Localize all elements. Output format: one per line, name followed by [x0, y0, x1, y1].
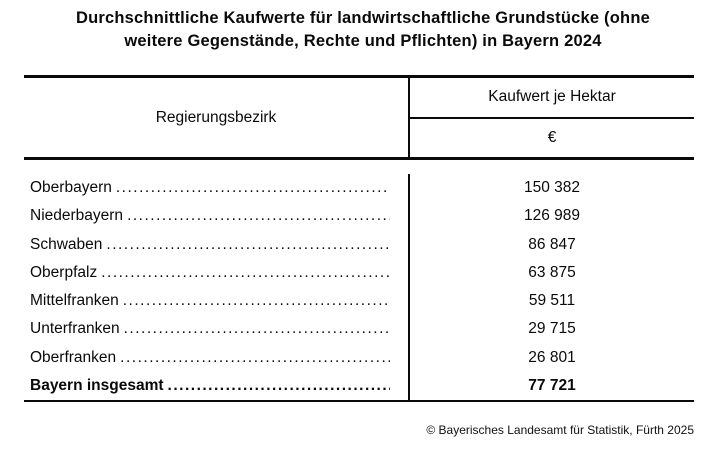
dot-leader	[123, 292, 390, 310]
row-label: Oberpfalz	[30, 263, 98, 281]
statistics-table: Regierungsbezirk Kaufwert je Hektar € Ob…	[24, 75, 694, 402]
dot-leader	[168, 377, 390, 395]
dot-leader	[124, 320, 390, 338]
table-row-oberpfalz: Oberpfalz 63 875	[24, 258, 694, 287]
row-value: 63 875	[408, 258, 694, 287]
row-label: Mittelfranken	[30, 292, 119, 309]
table-row-niederbayern: Niederbayern 126 989	[24, 202, 694, 231]
table-row-schwaben: Schwaben 86 847	[24, 230, 694, 259]
row-value: 29 715	[408, 315, 694, 344]
column-header-value-group: Kaufwert je Hektar €	[408, 78, 694, 157]
copyright-notice: © Bayerisches Landesamt für Statistik, F…	[426, 423, 694, 437]
table-row-bayern-insgesamt: Bayern insgesamt 77 721	[24, 371, 694, 400]
table-body: Oberbayern 150 382 Niederbayern 126 989 …	[24, 160, 694, 402]
page-title-line2: weitere Gegenstände, Rechte und Pflichte…	[124, 32, 602, 50]
row-label: Oberfranken	[30, 348, 117, 366]
row-label-cell: Oberbayern	[24, 174, 408, 202]
row-label-cell: Mittelfranken	[24, 287, 408, 315]
row-label-cell: Schwaben	[24, 231, 408, 259]
dot-leader	[101, 264, 390, 282]
row-label-cell: Oberfranken	[24, 344, 408, 372]
page-title: Durchschnittliche Kaufwerte für landwirt…	[0, 7, 726, 53]
row-label-cell: Niederbayern	[24, 202, 408, 230]
row-value: 59 511	[408, 287, 694, 316]
column-header-region: Regierungsbezirk	[155, 108, 277, 126]
row-label-cell: Oberpfalz	[24, 259, 408, 287]
table-row-mittelfranken: Mittelfranken 59 511	[24, 287, 694, 316]
page-title-line1: Durchschnittliche Kaufwerte für landwirt…	[76, 9, 650, 27]
row-value: 26 801	[408, 343, 694, 372]
row-label: Niederbayern	[30, 207, 124, 225]
table-row-oberfranken: Oberfranken 26 801	[24, 343, 694, 372]
row-value: 126 989	[408, 202, 694, 231]
dot-leader	[120, 349, 390, 367]
column-header-value: Kaufwert je Hektar	[410, 78, 694, 119]
row-label-cell: Unterfranken	[24, 315, 408, 343]
column-unit-euro: €	[547, 128, 557, 146]
dot-leader	[127, 207, 390, 225]
row-label: Bayern insgesamt	[30, 376, 164, 394]
dot-leader	[106, 236, 390, 254]
row-value: 77 721	[408, 371, 694, 400]
row-label-cell: Bayern insgesamt	[24, 372, 408, 400]
table-row-oberbayern: Oberbayern 150 382	[24, 174, 694, 203]
row-value: 150 382	[408, 174, 694, 203]
row-label: Oberbayern	[30, 179, 112, 196]
table-row-unterfranken: Unterfranken 29 715	[24, 315, 694, 344]
dot-leader	[116, 179, 390, 197]
row-label: Unterfranken	[30, 320, 120, 338]
row-value: 86 847	[408, 230, 694, 259]
table-header: Regierungsbezirk Kaufwert je Hektar €	[24, 75, 694, 160]
row-label: Schwaben	[30, 235, 103, 253]
